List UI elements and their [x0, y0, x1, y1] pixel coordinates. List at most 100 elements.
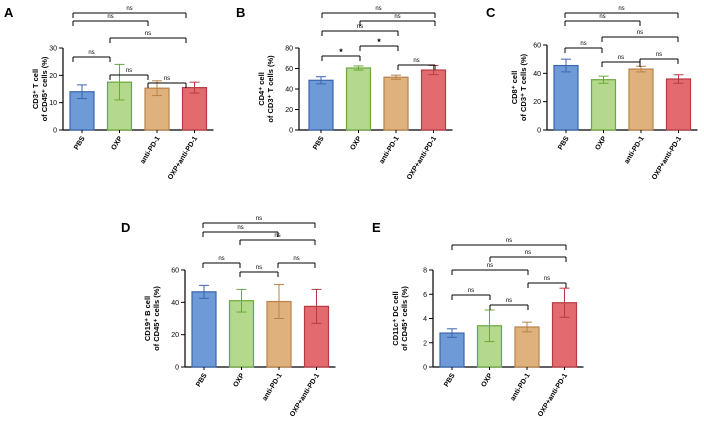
- y-tick-label: 0: [423, 365, 427, 372]
- y-tick-label: 10: [49, 100, 57, 107]
- y-axis-title-line2: of CD3⁺ T cells (%): [266, 55, 275, 123]
- panel-c: C 0 20 40 60 CD8⁺ cell of CD3⁺ T cells (%) PBS O…: [486, 5, 698, 181]
- x-tick-label: OXP+anti-PD-1: [167, 135, 199, 181]
- y-tick-label: 4: [423, 316, 427, 323]
- x-tick-label: anti-PD-1: [623, 135, 645, 165]
- x-tick-label: OXP+anti-PD-1: [651, 135, 683, 181]
- y-tick-label: 20: [285, 107, 293, 114]
- x-tick-label: anti-PD-1: [509, 372, 531, 402]
- sig-label: ns: [126, 68, 132, 74]
- y-tick-label: 6: [423, 292, 427, 299]
- sig-label: ns: [164, 76, 170, 82]
- x-tick-label: OXP+anti-PD-1: [406, 135, 438, 181]
- sig-label: ns: [237, 225, 243, 231]
- bar-pbs: [191, 291, 217, 368]
- y-tick-label: 80: [285, 46, 293, 53]
- x-tick-label: anti-PD-1: [378, 135, 400, 165]
- y-tick-label: 20: [49, 73, 57, 80]
- sig-label: ns: [544, 276, 550, 282]
- y-tick-label: 2: [423, 340, 427, 347]
- y-axis-title-line1: CD3⁺ T cell: [31, 69, 40, 109]
- bar-pbs: [439, 332, 465, 368]
- bar-oxp: [345, 67, 372, 131]
- y-axis-title-line1: CD19⁺ B cell: [143, 296, 152, 341]
- sig-label: ns: [218, 256, 224, 262]
- bar-anti-pd-1: [144, 87, 170, 131]
- bar-anti-pd-1: [514, 326, 540, 368]
- x-tick-label: OXP+anti-PD-1: [289, 372, 321, 418]
- sig-label: ns: [487, 263, 493, 269]
- sig-label: *: [377, 37, 381, 47]
- x-tick-label: anti-PD-1: [139, 135, 161, 165]
- sig-label: *: [339, 47, 343, 57]
- panel-label: E: [372, 220, 381, 235]
- y-tick-label: 30: [49, 46, 57, 53]
- x-tick-label: OXP: [349, 135, 363, 152]
- x-tick-label: OXP: [480, 372, 494, 389]
- sig-label: ns: [357, 24, 363, 30]
- sig-label: ns: [506, 238, 512, 244]
- sig-label: ns: [256, 216, 262, 222]
- sig-label: ns: [599, 14, 605, 20]
- y-axis-title-line1: CD11c⁺ DC cell: [391, 291, 400, 345]
- y-tick-label: 0: [537, 128, 541, 135]
- sig-label: ns: [656, 52, 662, 58]
- panel-e: E 0 2 4 6 8 CD11c⁺ DC cell of CD45⁺ cells (%) PB…: [372, 220, 584, 418]
- sig-label: ns: [88, 50, 94, 56]
- sig-label: ns: [468, 288, 474, 294]
- sig-label: ns: [145, 31, 151, 37]
- bar-oxp-anti-pd-1: [665, 78, 692, 131]
- y-tick-label: 0: [53, 128, 57, 135]
- x-tick-label: OXP: [232, 372, 246, 389]
- y-axis-title-line2: of CD45⁺ cells (%): [400, 286, 409, 351]
- y-axis-title-line1: CD8⁺ cell: [510, 71, 519, 105]
- panel-label: D: [121, 220, 130, 235]
- sig-label: ns: [580, 41, 586, 47]
- bar-anti-pd-1: [628, 68, 654, 131]
- y-axis-title-line1: CD4⁺ cell: [257, 72, 266, 106]
- sig-label: ns: [293, 256, 299, 262]
- sig-label: ns: [274, 233, 280, 239]
- x-tick-label: OXP: [594, 135, 608, 152]
- y-tick-label: 0: [175, 365, 179, 372]
- y-tick-label: 20: [533, 99, 541, 106]
- sig-label: ns: [618, 6, 624, 12]
- bar-oxp: [590, 79, 617, 131]
- x-tick-label: anti-PD-1: [261, 372, 283, 402]
- x-tick-label: PBS: [312, 135, 326, 151]
- y-tick-label: 60: [533, 43, 541, 50]
- bar-oxp-anti-pd-1: [181, 87, 208, 131]
- sig-label: ns: [637, 30, 643, 36]
- panel-label: C: [486, 5, 496, 20]
- x-tick-label: OXP: [110, 135, 124, 152]
- y-tick-label: 20: [171, 332, 179, 339]
- sig-label: ns: [256, 265, 262, 271]
- panel-label: B: [236, 5, 245, 20]
- bar-oxp-anti-pd-1: [420, 69, 447, 131]
- bar-pbs: [553, 64, 579, 131]
- sig-label: ns: [413, 58, 419, 64]
- sig-label: ns: [525, 250, 531, 256]
- y-tick-label: 0: [289, 128, 293, 135]
- bar-anti-pd-1: [383, 76, 409, 131]
- panel-b: B 0 20 40 60 80 CD4⁺ cell of CD3⁺ T cells (%) PB…: [236, 5, 453, 181]
- sig-label: ns: [618, 55, 624, 61]
- y-tick-label: 40: [171, 300, 179, 307]
- y-axis-title-line2: of CD45⁺ cells (%): [40, 56, 49, 121]
- x-tick-label: OXP+anti-PD-1: [537, 372, 569, 418]
- sig-label: ns: [126, 6, 132, 12]
- sig-label: ns: [506, 298, 512, 304]
- y-tick-label: 60: [171, 268, 179, 275]
- sig-label: ns: [394, 14, 400, 20]
- sig-label: ns: [375, 6, 381, 12]
- y-tick-label: 60: [285, 66, 293, 73]
- panel-a: A 0 10 20 30 CD3⁺ T cell of CD45⁺ cells (%) PBS…: [4, 5, 214, 181]
- bar-pbs: [308, 79, 334, 131]
- sig-label: ns: [107, 14, 113, 20]
- x-tick-label: PBS: [195, 372, 209, 388]
- y-axis-title-line2: of CD3⁺ T cells (%): [519, 53, 528, 121]
- y-tick-label: 40: [285, 87, 293, 94]
- y-tick-label: 8: [423, 268, 427, 275]
- x-tick-label: PBS: [73, 135, 87, 151]
